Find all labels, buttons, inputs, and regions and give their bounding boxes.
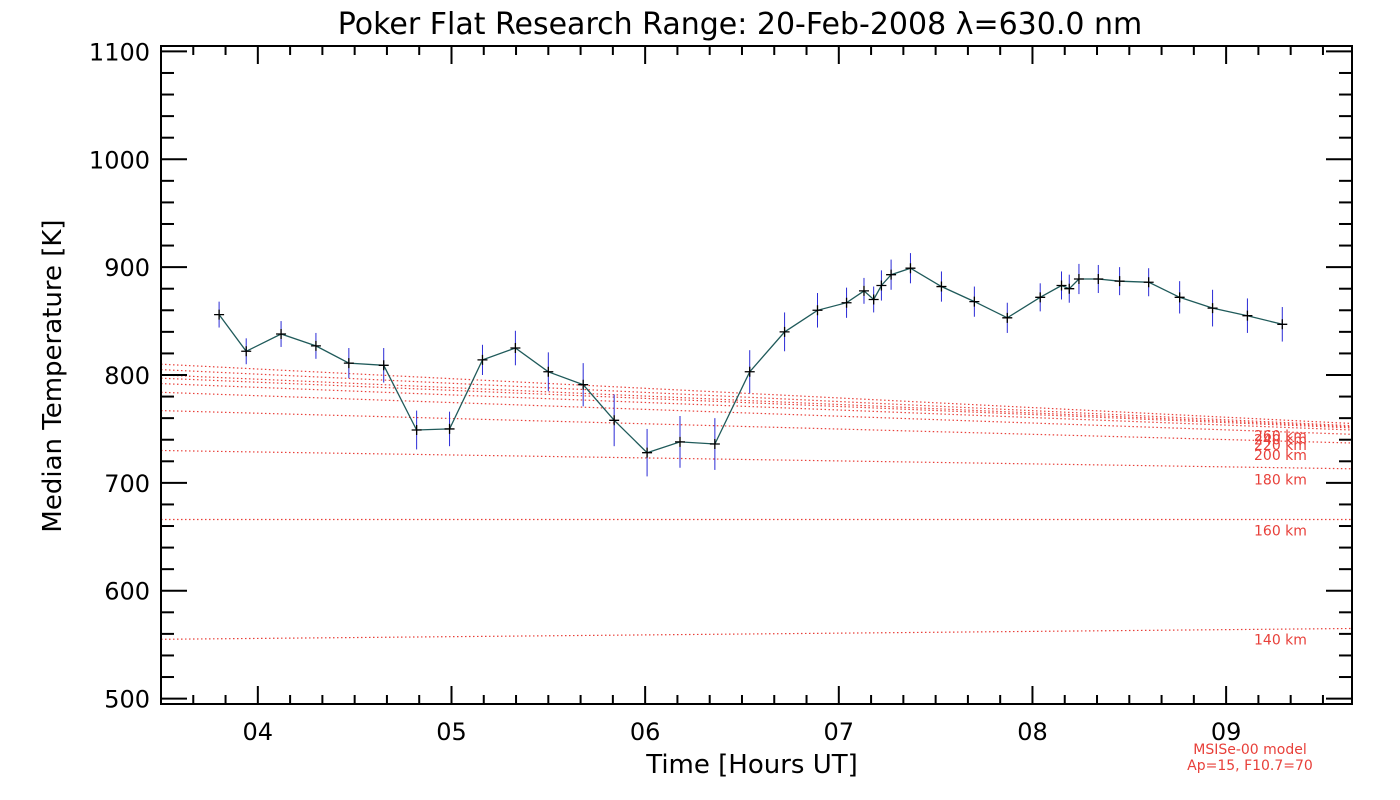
model-curve-7 xyxy=(160,374,1353,428)
model-curve-5 xyxy=(160,383,1353,431)
model-layer xyxy=(160,363,1353,640)
model-label-5: 240 km xyxy=(1254,433,1307,449)
y-tick-label-1100: 1100 xyxy=(89,38,150,66)
data-point-29 xyxy=(1056,280,1067,291)
temperature-series-line xyxy=(218,267,1283,454)
data-point-22 xyxy=(876,280,887,291)
data-point-10 xyxy=(543,366,554,377)
model-label-2: 180 km xyxy=(1254,473,1307,489)
y-axis-label: Median Temperature [K] xyxy=(38,219,68,532)
data-point-1 xyxy=(241,346,252,357)
data-point-26 xyxy=(969,296,980,307)
data-point-2 xyxy=(276,329,287,340)
data-point-14 xyxy=(675,436,686,447)
data-point-7 xyxy=(444,423,455,434)
data-point-6 xyxy=(411,425,422,436)
data-point-21 xyxy=(868,294,879,305)
x-tick-label-04: 04 xyxy=(243,718,274,746)
model-curve-2 xyxy=(160,449,1353,470)
data-point-16 xyxy=(744,366,755,377)
y-tick-label-1000: 1000 xyxy=(89,146,150,174)
model-label-6: 260 km xyxy=(1254,428,1307,444)
data-point-28 xyxy=(1035,292,1046,303)
y-tick-label-600: 600 xyxy=(104,578,150,606)
data-point-13 xyxy=(642,447,653,458)
model-curve-6 xyxy=(160,377,1353,429)
data-point-34 xyxy=(1143,277,1154,288)
data-point-23 xyxy=(886,269,897,280)
model-curve-0 xyxy=(160,627,1353,640)
y-tick-label-500: 500 xyxy=(104,686,150,714)
y-tick-label-800: 800 xyxy=(104,362,150,390)
chart-title: Poker Flat Research Range: 20-Feb-2008 λ… xyxy=(338,7,1143,42)
model-curve-3 xyxy=(160,410,1353,444)
model-annotation-line-1: MSISe-00 model xyxy=(1193,742,1307,758)
data-point-11 xyxy=(578,379,589,390)
data-point-38 xyxy=(1277,319,1288,330)
model-label-0: 140 km xyxy=(1254,632,1307,648)
y-tick-label-700: 700 xyxy=(104,470,150,498)
data-point-27 xyxy=(1002,312,1013,323)
data-point-17 xyxy=(779,326,790,337)
x-tick-label-05: 05 xyxy=(436,718,467,746)
data-point-24 xyxy=(905,263,916,274)
ticks-layer xyxy=(160,46,1352,704)
data-point-15 xyxy=(709,439,720,450)
data-point-30 xyxy=(1064,283,1075,294)
data-point-5 xyxy=(378,360,389,371)
model-curve-8 xyxy=(160,369,1353,427)
data-point-32 xyxy=(1093,273,1104,284)
data-point-33 xyxy=(1114,276,1125,287)
model-annotation-line-2: Ap=15, F10.7=70 xyxy=(1187,758,1313,774)
data-point-9 xyxy=(510,343,521,354)
data-point-35 xyxy=(1174,292,1185,303)
data-point-18 xyxy=(812,305,823,316)
y-tick-label-900: 900 xyxy=(104,254,150,282)
data-point-31 xyxy=(1073,273,1084,284)
model-label-1: 160 km xyxy=(1254,523,1307,539)
plot-frame xyxy=(160,45,1353,705)
data-point-20 xyxy=(858,285,869,296)
x-axis-label: Time [Hours UT] xyxy=(645,750,858,780)
data-point-19 xyxy=(841,297,852,308)
data-point-25 xyxy=(936,281,947,292)
data-point-8 xyxy=(477,354,488,365)
data-point-0 xyxy=(214,309,225,320)
model-curve-4 xyxy=(160,391,1353,435)
x-tick-label-06: 06 xyxy=(630,718,661,746)
x-tick-label-08: 08 xyxy=(1017,718,1048,746)
data-point-12 xyxy=(609,415,620,426)
data-point-4 xyxy=(343,358,354,369)
data-layer xyxy=(214,253,1288,477)
model-label-3: 200 km xyxy=(1254,448,1307,464)
x-tick-label-09: 09 xyxy=(1211,718,1242,746)
data-point-36 xyxy=(1207,303,1218,314)
data-point-37 xyxy=(1242,310,1253,321)
model-curve-9 xyxy=(160,363,1353,425)
data-point-3 xyxy=(310,340,321,351)
x-tick-label-07: 07 xyxy=(824,718,855,746)
model-label-4: 220 km xyxy=(1254,438,1307,454)
